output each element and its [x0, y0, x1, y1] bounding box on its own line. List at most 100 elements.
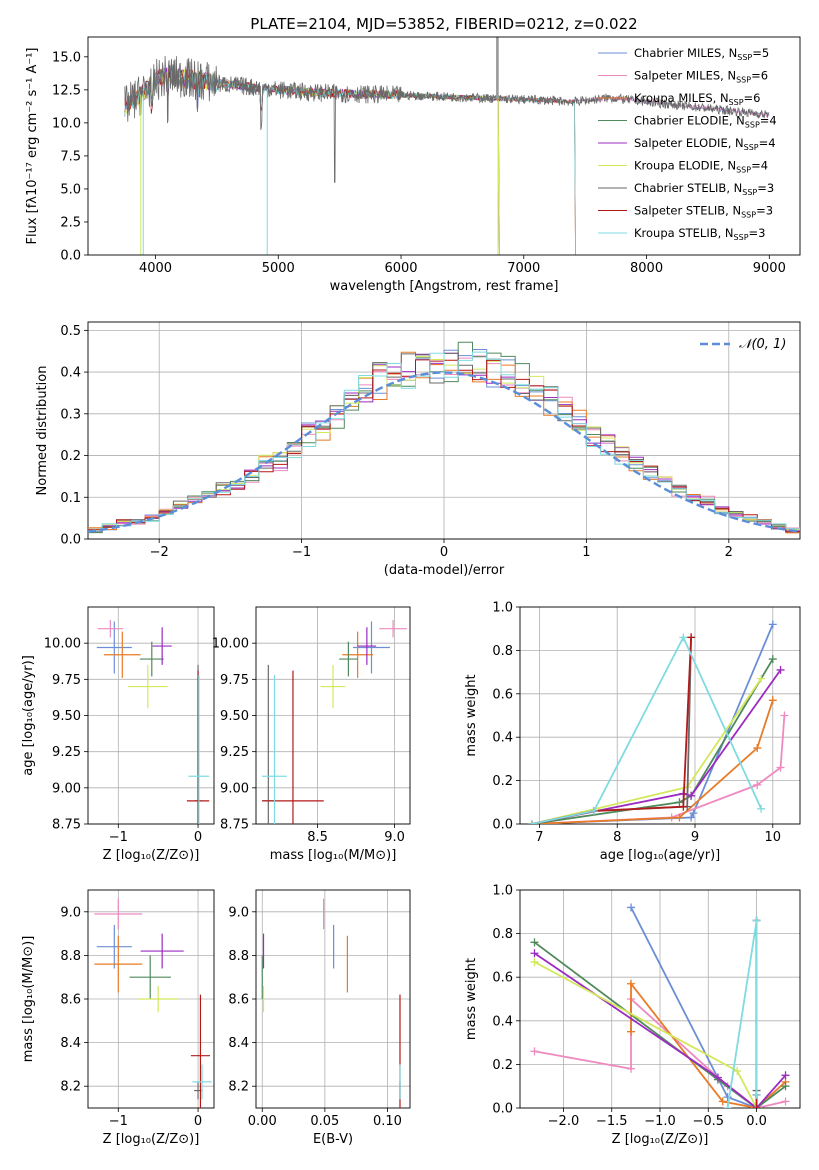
weight-series [527, 620, 777, 824]
weight-series [530, 957, 761, 1108]
x-tick-label: 6000 [384, 261, 417, 276]
weight-point-marker [627, 979, 636, 988]
x-tick-label: 8000 [630, 261, 663, 276]
weight-point-marker [687, 813, 696, 822]
legend-label: Chabrier STELIB, NSSP=3 [634, 181, 774, 197]
y-tick-label: 0.8 [492, 927, 513, 942]
plot-frame [87, 36, 801, 256]
legend-suffix: =4 [759, 136, 776, 150]
error-bar-point [129, 955, 171, 999]
weight-point-marker [530, 1047, 539, 1056]
y-tick-label: 9.0 [60, 905, 81, 920]
x-tick-label: −1.5 [596, 1114, 628, 1129]
error-bar-point [138, 985, 179, 1013]
x-tick-label: 0 [194, 830, 202, 845]
weight-point-marker [689, 809, 698, 818]
error-bar-point [320, 664, 346, 709]
y-tick-label: 0.6 [492, 687, 513, 702]
weight-series [723, 916, 761, 1108]
y-tick-label: 1.0 [492, 601, 513, 616]
weight-point-marker [589, 806, 598, 815]
x-tick-label: 10 [765, 830, 782, 845]
x-axis-label: Z [log₁₀(Z/Z⊙)] [612, 1132, 709, 1147]
legend-subscript: SSP [741, 211, 756, 220]
error-bar-point [379, 620, 407, 638]
x-axis-label: (data-model)/error [384, 563, 505, 578]
y-tick-label: 5.0 [60, 182, 81, 197]
weight-point-marker [530, 957, 539, 966]
weight-point-marker [627, 1064, 636, 1073]
weight-point-marker [713, 1073, 722, 1082]
x-tick-label: 9 [691, 830, 699, 845]
plot-frame [87, 321, 801, 540]
chart-spectrum: PLATE=2104, MJD=53852, FIBERID=0212, z=0… [25, 15, 801, 294]
normal-reference-curve [87, 371, 801, 533]
x-tick-label: 7000 [507, 261, 540, 276]
legend-subscript: SSP [744, 143, 759, 152]
weight-point-marker [781, 1097, 790, 1106]
weight-point-marker [768, 620, 777, 629]
weight-point-marker [768, 655, 777, 664]
weight-point-marker [530, 949, 539, 958]
weight-point-marker [627, 903, 636, 912]
legend-name: Kroupa MILES, N [634, 91, 729, 105]
chart-weight-vs-age: 7 8 9 10 0.0 0.2 0.4 0.6 0.8 1.0 age [log₁₀(age/yr… [464, 601, 801, 863]
y-tick-label: 9.75 [220, 673, 249, 688]
weight-point-marker [752, 1090, 761, 1099]
x-tick-label: 0.05 [310, 1114, 339, 1129]
weight-series-line [534, 996, 786, 1108]
plot-frame [87, 606, 215, 825]
error-bar-point [262, 670, 324, 824]
legend-label: Salpeter ELODIE, NSSP=4 [634, 136, 776, 152]
weight-series [527, 674, 766, 824]
y-tick-label: 0.4 [60, 366, 81, 381]
x-tick-label: 8 [613, 830, 621, 845]
x-axis-label: age [log₁₀(age/yr)] [600, 848, 721, 863]
weight-series-line [533, 952, 787, 1108]
legend-name: Kroupa ELODIE, N [634, 159, 736, 173]
y-tick-label: 0.4 [492, 731, 513, 746]
y-tick-label: 0.2 [60, 449, 81, 464]
weight-series [627, 903, 761, 1108]
error-bar-point [190, 994, 211, 1108]
y-tick-label: 0.8 [492, 644, 513, 659]
y-axis-label: Flux [fλ10⁻¹⁷ erg cm⁻² s⁻¹ A⁻¹] [25, 48, 40, 245]
legend-name: Salpeter STELIB, N [634, 204, 741, 218]
legend-label: Salpeter MILES, NSSP=6 [634, 69, 768, 85]
x-tick-label: −1 [109, 830, 128, 845]
legend-label: Chabrier MILES, NSSP=5 [634, 46, 769, 62]
error-bar-point [94, 898, 143, 930]
y-tick-label: 0.4 [492, 1014, 513, 1029]
chart-mass-vs-Z: −1 0 8.2 8.4 8.6 8.8 9.0 Z [log₁₀(Z/Z⊙)] mass [l… [21, 889, 215, 1147]
spectrum-series-line [124, 55, 770, 183]
weight-point-marker [768, 696, 777, 705]
y-tick-label: 9.00 [52, 781, 81, 796]
y-axis-label: mass [log₁₀(M/M⊙)] [21, 936, 36, 1063]
legend-subscript: SSP [745, 121, 760, 130]
x-axis-label: wavelength [Angstrom, rest frame] [330, 279, 559, 294]
y-tick-label: 8.6 [228, 993, 249, 1008]
y-tick-label: 9.25 [52, 745, 81, 760]
weight-point-marker [723, 1104, 732, 1108]
weight-point-marker [530, 938, 539, 947]
error-bar-point [188, 674, 210, 824]
error-bar-point [127, 664, 168, 709]
histogram-series [88, 351, 800, 532]
weight-series-line [531, 700, 774, 824]
weight-point-marker [781, 1071, 790, 1080]
legend-label: Kroupa STELIB, NSSP=3 [634, 226, 765, 242]
legend-suffix: =4 [751, 159, 768, 173]
error-bar-point [342, 631, 374, 678]
legend: Chabrier MILES, NSSP=5 Salpeter MILES, NS… [598, 46, 777, 242]
y-tick-label: 2.5 [60, 215, 81, 230]
error-bar-point [140, 933, 184, 969]
error-bar-point [96, 924, 132, 969]
weight-point-marker [753, 744, 762, 753]
legend-name: Salpeter ELODIE, N [634, 136, 744, 150]
error-bar-point [152, 627, 172, 665]
weight-point-marker [679, 802, 688, 811]
weight-point-marker [752, 916, 761, 925]
weight-point-marker [753, 780, 762, 789]
y-tick-label: 9.75 [52, 673, 81, 688]
